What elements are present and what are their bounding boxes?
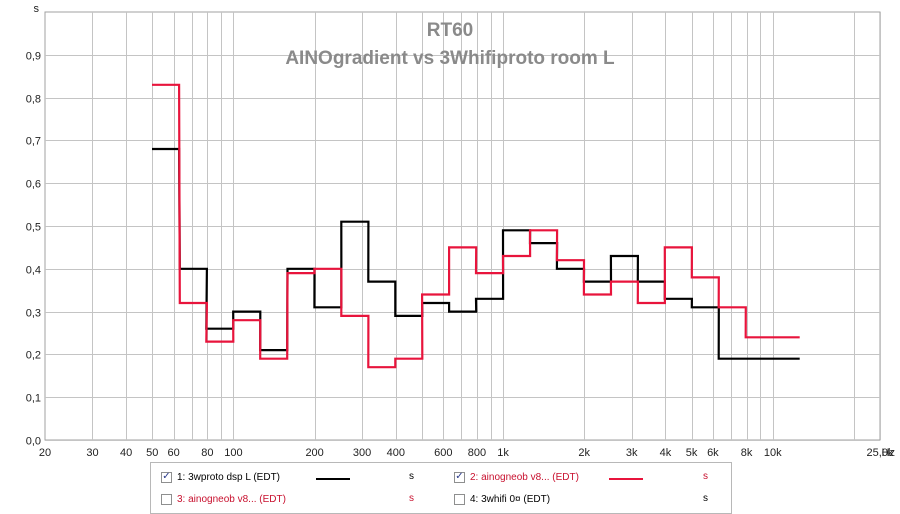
legend-unit-1: s <box>409 471 414 482</box>
x-tick-label: 25,0k <box>867 447 894 459</box>
x-tick-label: 1k <box>497 447 509 459</box>
x-tick-label: 60 <box>168 447 180 459</box>
x-tick-label: 400 <box>387 447 405 459</box>
legend-entry-2[interactable]: ✓ 2: ainogneob v8... (EDT) <box>454 467 579 487</box>
y-tick-label: 0,4 <box>26 265 41 277</box>
y-tick-label: 0,6 <box>26 179 41 191</box>
legend-checkbox-1[interactable]: ✓ <box>161 471 172 483</box>
legend-swatch-1 <box>316 478 350 480</box>
x-tick-label: 30 <box>86 447 98 459</box>
y-tick-label: 0,2 <box>26 350 41 362</box>
x-tick-label: 8k <box>741 447 753 459</box>
x-tick-label: 10k <box>764 447 782 459</box>
legend-entry-3[interactable]: 3: ainogneob v8... (EDT) <box>161 489 286 509</box>
legend-label-1: 1: 3wproto dsp L (EDT) <box>177 471 281 483</box>
y-tick-label: 0,0 <box>26 436 41 448</box>
x-tick-label: 40 <box>120 447 132 459</box>
x-tick-label: 50 <box>146 447 158 459</box>
x-tick-label: 20 <box>39 447 51 459</box>
y-axis-unit: s <box>34 3 40 15</box>
legend-label-2: 2: ainogneob v8... (EDT) <box>470 471 579 483</box>
y-tick-label: 0,3 <box>26 308 41 320</box>
y-tick-label: 0,9 <box>26 51 41 63</box>
x-tick-label: 80 <box>201 447 213 459</box>
legend-checkbox-4[interactable] <box>454 493 465 505</box>
x-axis-unit: Hz <box>882 447 895 459</box>
x-tick-label: 100 <box>224 447 242 459</box>
chart-title: RT60 <box>427 20 473 41</box>
rt60-chart: 0,0 0,1 0,2 0,3 0,4 0,5 0,6 0,7 0,8 0,9 s 20 30 40 50 6… <box>26 3 895 459</box>
series-line-2 <box>152 83 800 369</box>
legend-swatch-2 <box>609 478 643 480</box>
legend-entry-4[interactable]: 4: 3whifi 0¤ (EDT) <box>454 489 550 509</box>
legend-checkbox-2[interactable]: ✓ <box>454 471 465 483</box>
y-tick-label: 0,1 <box>26 393 41 405</box>
x-tick-label: 200 <box>305 447 323 459</box>
chart-svg: 0,0 0,1 0,2 0,3 0,4 0,5 0,6 0,7 0,8 0,9 s 20 30 40 50 6… <box>26 3 895 459</box>
x-tick-label: 5k <box>686 447 698 459</box>
y-tick-label: 0,8 <box>26 94 41 106</box>
legend-label-3: 3: ainogneob v8... (EDT) <box>177 493 286 505</box>
x-tick-label: 6k <box>707 447 719 459</box>
x-tick-label: 300 <box>353 447 371 459</box>
y-tick-label: 0,5 <box>26 222 41 234</box>
x-tick-label: 2k <box>578 447 590 459</box>
legend-entry-1[interactable]: ✓ 1: 3wproto dsp L (EDT) <box>161 467 280 487</box>
x-tick-label: 3k <box>626 447 638 459</box>
legend: ✓ 1: 3wproto dsp L (EDT) s ✓ 2: ainogneo… <box>150 462 732 514</box>
legend-unit-3: s <box>409 493 414 504</box>
legend-checkbox-3[interactable] <box>161 493 172 505</box>
chart-subtitle: AINOgradient vs 3Whifiproto room L <box>285 48 615 69</box>
x-tick-label: 800 <box>468 447 486 459</box>
x-tick-label: 4k <box>660 447 672 459</box>
legend-unit-4: s <box>703 493 708 504</box>
x-tick-label: 600 <box>434 447 452 459</box>
legend-label-4: 4: 3whifi 0¤ (EDT) <box>470 493 551 505</box>
legend-unit-2: s <box>703 471 708 482</box>
y-tick-label: 0,7 <box>26 136 41 148</box>
